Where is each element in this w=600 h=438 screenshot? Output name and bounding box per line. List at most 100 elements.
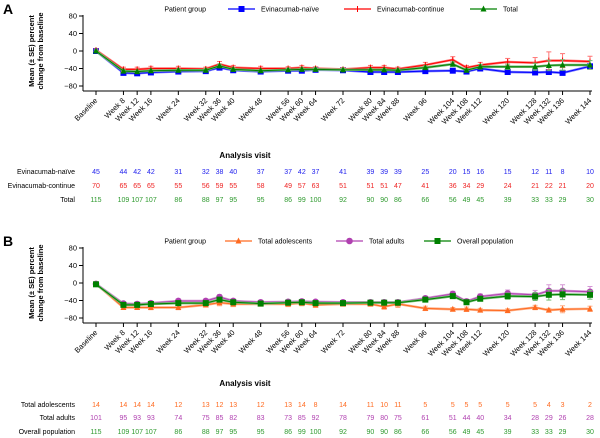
data-point: [477, 295, 484, 302]
n-value: 5: [478, 402, 482, 409]
y-tick-label: −80: [64, 82, 77, 91]
x-tick-label: Week 48: [237, 96, 264, 123]
n-value: 82: [229, 415, 237, 422]
n-value: 13: [202, 402, 210, 409]
data-point: [449, 305, 456, 312]
x-tick-label: Baseline: [73, 96, 100, 123]
n-value: 3: [561, 402, 565, 409]
n-value: 83: [257, 415, 265, 422]
data-point: [367, 66, 374, 73]
x-tick-label: Week 96: [402, 96, 429, 123]
y-tick-label: −40: [64, 64, 77, 73]
n-value: 15: [463, 169, 471, 176]
data-point: [216, 62, 223, 69]
data-point: [545, 61, 552, 68]
n-value: 56: [449, 197, 457, 204]
n-value: 33: [531, 197, 539, 204]
n-row: Evinacumab-naïve 45 44 42 42 31 32 38 40 37 37 42 37…: [17, 169, 594, 176]
n-row: Total adults 101 95 93 93 74 75 85 82 83 73 85 92 78 7…: [40, 415, 594, 422]
n-value: 40: [476, 415, 484, 422]
n-value: 86: [174, 429, 182, 436]
data-point: [381, 299, 388, 306]
n-value: 95: [229, 197, 237, 204]
data-point: [257, 300, 264, 307]
x-axis-label: Analysis visit: [219, 379, 270, 388]
n-value: 92: [339, 429, 347, 436]
n-value: 85: [298, 415, 306, 422]
y-tick-label: 80: [69, 244, 77, 253]
n-row: Total adolescents 14 14 14 14 12 13 12 13 12 13 14 8…: [21, 402, 592, 409]
n-value: 33: [531, 429, 539, 436]
n-row: Evinacumab-continue 70 65 65 65 55 56 59 55 58 49 5…: [8, 183, 594, 190]
data-point: [175, 66, 182, 73]
n-value: 20: [449, 169, 457, 176]
panel-b: B 80 40 0 −40 −80 Mean (± SE) percentchange fr…: [3, 233, 594, 436]
n-value: 11: [394, 402, 401, 409]
n-value: 39: [394, 169, 402, 176]
n-value: 34: [463, 183, 471, 190]
n-row: Total 115 109 107 107 86 88 97 95 95 86 99 100 92 90 90…: [60, 197, 594, 204]
n-value: 100: [310, 197, 322, 204]
n-value: 95: [120, 415, 128, 422]
n-value: 4: [547, 402, 551, 409]
legend-label: Evinacumab-naïve: [261, 7, 319, 14]
n-value: 109: [118, 429, 130, 436]
n-value: 86: [284, 429, 292, 436]
n-value: 14: [120, 402, 128, 409]
n-value: 93: [147, 415, 155, 422]
n-value: 65: [147, 183, 155, 190]
panel-letter: B: [3, 233, 13, 249]
y-axis-label: Mean (± SE) percentchange from baseline: [27, 244, 45, 321]
n-value: 39: [504, 197, 512, 204]
n-value: 28: [586, 415, 594, 422]
n-value: 30: [586, 429, 594, 436]
data-point: [230, 65, 237, 72]
n-value: 90: [367, 197, 375, 204]
n-value: 85: [216, 415, 224, 422]
data-point: [381, 303, 388, 310]
n-value: 107: [145, 429, 157, 436]
data-point: [147, 67, 154, 74]
n-value: 40: [229, 169, 237, 176]
legend-marker: [480, 5, 487, 12]
n-value: 34: [504, 415, 512, 422]
panel-letter: A: [3, 1, 13, 17]
data-point: [147, 301, 154, 307]
data-point: [463, 299, 470, 306]
n-value: 14: [92, 402, 100, 409]
n-value: 15: [504, 169, 512, 176]
n-value: 97: [216, 429, 224, 436]
n-value: 115: [90, 197, 101, 204]
y-axis-label-line: Mean (± SE) percent: [27, 15, 36, 87]
x-tick-label: Week 120: [481, 328, 511, 358]
data-point: [340, 66, 346, 73]
n-row-label: Total adolescents: [21, 402, 76, 409]
data-point: [298, 65, 305, 72]
data-point: [394, 299, 401, 306]
data-point: [532, 304, 539, 310]
x-tick-label: Week 72: [319, 96, 346, 123]
n-value: 41: [339, 169, 347, 176]
n-value: 38: [216, 169, 224, 176]
x-tick-label: Week 24: [155, 328, 182, 355]
n-value: 115: [90, 429, 101, 436]
data-point: [532, 69, 539, 76]
data-point: [298, 299, 305, 306]
y-axis-label-line: change from baseline: [36, 244, 45, 321]
n-value: 95: [229, 429, 237, 436]
n-value: 107: [131, 197, 143, 204]
n-value: 51: [449, 415, 457, 422]
legend-label: Total adults: [369, 239, 405, 246]
legend-marker: [434, 238, 441, 244]
data-point: [504, 63, 511, 70]
n-value: 79: [367, 415, 375, 422]
n-value: 37: [312, 169, 320, 176]
n-value: 93: [133, 415, 141, 422]
y-axis-label-line: Mean (± SE) percent: [27, 247, 36, 319]
data-point: [175, 304, 182, 310]
data-point: [230, 299, 237, 306]
n-value: 86: [174, 197, 182, 204]
n-value: 21: [559, 183, 567, 190]
n-value: 10: [586, 169, 594, 176]
